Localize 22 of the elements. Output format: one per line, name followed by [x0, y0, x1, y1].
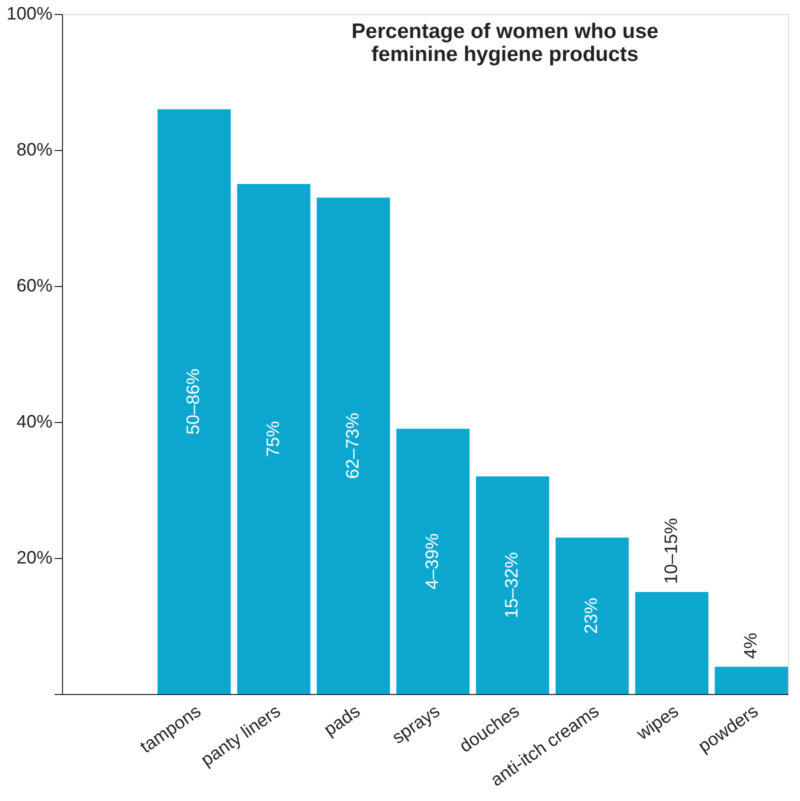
bar: [396, 428, 470, 694]
bar: [714, 666, 788, 694]
bar: [635, 592, 708, 694]
annotation: 75%: [262, 420, 283, 458]
annotation: 4%: [740, 632, 760, 659]
bar: [476, 476, 550, 694]
bar: [237, 184, 310, 694]
bar: [316, 198, 390, 694]
y-tick-label: 100%: [6, 4, 52, 24]
annotation: 15–32%: [502, 552, 522, 618]
y-tick-label: 40%: [16, 412, 52, 432]
annotation: 23%: [581, 598, 602, 634]
annotation: 62–73%: [342, 412, 362, 479]
y-tick-label: 20%: [16, 548, 52, 568]
bar: [158, 109, 231, 694]
text: Percentage of women who use feminine hygiene products: [352, 20, 658, 66]
y-tick-label: 80%: [16, 140, 52, 160]
annotation: 50–86%: [183, 368, 204, 435]
y-tick-label: 60%: [16, 276, 52, 296]
annotation: 10–15%: [660, 518, 681, 584]
bar: [556, 538, 629, 694]
annotation: 4–39%: [422, 533, 442, 590]
